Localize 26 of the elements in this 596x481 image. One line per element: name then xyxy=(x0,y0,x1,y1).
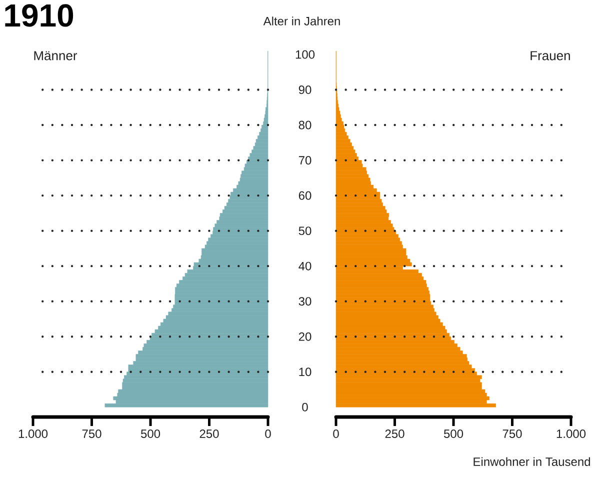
y-tick-label: 0 xyxy=(302,402,308,412)
chart-subtitle: Frauen xyxy=(530,51,570,60)
chart-subtitle: Männer xyxy=(34,51,78,60)
y-tick-label: 20 xyxy=(298,332,312,341)
x-tick-label: 250 xyxy=(385,430,404,438)
x-tick-label: 250 xyxy=(200,430,219,438)
x-tick-label: 750 xyxy=(502,430,522,438)
y-tick-label: 10 xyxy=(299,368,312,376)
y-tick-label: 60 xyxy=(298,191,312,200)
x-tick-label: 1.000 xyxy=(556,430,586,438)
x-tick-label: 500 xyxy=(140,430,160,438)
y-tick-label: 70 xyxy=(298,156,312,165)
y-tick-label: 90 xyxy=(298,86,312,94)
chart-title: 1910 xyxy=(5,4,74,27)
y-tick-label: 100 xyxy=(296,50,315,59)
y-axis-title: Alter in Jahren xyxy=(263,16,340,26)
y-tick-label: 40 xyxy=(298,262,312,270)
y-tick-label: 80 xyxy=(298,120,312,130)
x-axis-title: Einwohner in Tausend xyxy=(474,457,590,466)
x-tick-label: 500 xyxy=(444,430,464,438)
x-tick-label: 1.000 xyxy=(18,430,48,438)
x-tick-label: 0 xyxy=(265,430,271,438)
x-tick-label: 750 xyxy=(82,430,102,438)
y-tick-label: 30 xyxy=(298,297,312,306)
x-tick-label: 0 xyxy=(333,430,339,438)
y-tick-label: 50 xyxy=(298,226,312,236)
